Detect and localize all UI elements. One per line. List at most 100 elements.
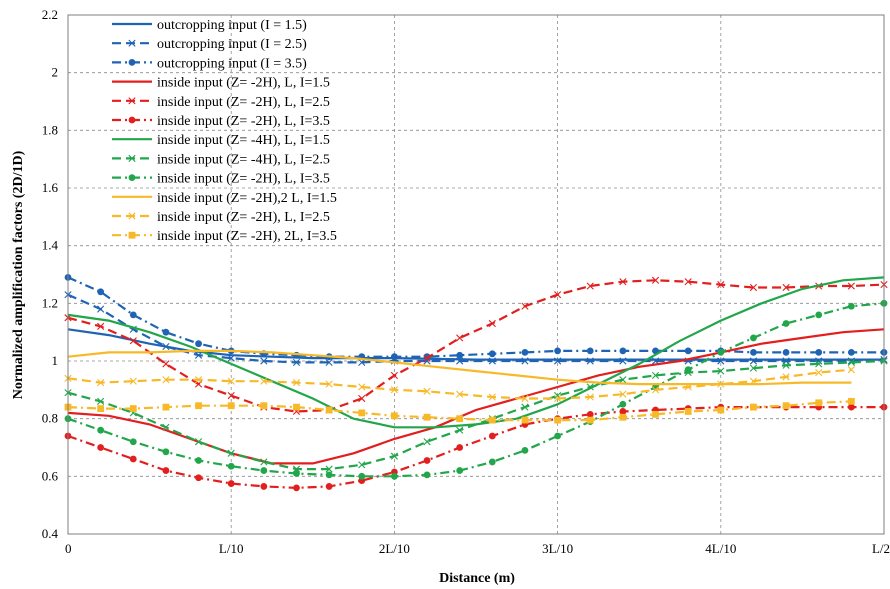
x-tick-label: L/10 [219, 541, 244, 556]
series-9 [64, 299, 888, 480]
y-tick-label: 1.6 [42, 180, 59, 195]
data-point [717, 357, 725, 365]
data-point [260, 467, 268, 474]
legend-item: outcropping input (I = 3.5) [112, 56, 307, 71]
data-point [717, 406, 725, 414]
data-point [847, 282, 855, 290]
data-point [619, 390, 627, 398]
data-point [651, 386, 660, 394]
legend-marker [128, 97, 136, 105]
plot-area-frame [67, 14, 885, 535]
data-point [651, 276, 660, 284]
data-point [782, 283, 790, 292]
data-point [227, 462, 235, 470]
data-point [97, 305, 105, 313]
data-point [554, 291, 562, 299]
data-point [847, 358, 855, 367]
data-point [129, 377, 137, 385]
data-point [521, 302, 529, 310]
data-point [847, 302, 855, 310]
data-point [488, 432, 496, 440]
legend-label: outcropping input (I = 2.5) [157, 37, 307, 52]
data-point [750, 334, 757, 342]
y-tick-label: 1.2 [42, 295, 58, 310]
data-point [358, 358, 366, 367]
data-point [162, 467, 170, 474]
series-line [67, 406, 884, 489]
data-point [358, 394, 366, 403]
data-point [358, 409, 366, 417]
y-tick-label: 1.8 [42, 122, 58, 137]
legend-marker [128, 231, 136, 239]
data-point [554, 394, 562, 403]
data-point [129, 311, 137, 319]
data-point [488, 350, 496, 358]
legend-label: inside input (Z= -2H), L, I=3.5 [157, 172, 330, 187]
data-point [390, 371, 398, 380]
data-point [194, 376, 203, 384]
data-point [815, 360, 823, 368]
series-12 [64, 397, 855, 424]
y-axis-title: Normalized amplification factors (2D/1D) [11, 150, 26, 399]
y-tick-label: 2 [52, 65, 59, 80]
data-point [162, 423, 170, 431]
legend-label: outcropping input (I = 3.5) [157, 56, 307, 71]
data-point [619, 357, 627, 365]
legend-item: inside input (Z= -2H), 2L, I=3.5 [112, 229, 337, 244]
y-tick-label: 1 [52, 353, 59, 368]
data-point [260, 458, 268, 466]
data-point [619, 278, 627, 286]
data-point [717, 367, 725, 375]
legend: outcropping input (I = 1.5) outcropping i… [112, 18, 337, 244]
data-point [717, 380, 725, 388]
y-tick-label: 2.2 [42, 7, 58, 22]
data-point [521, 446, 529, 454]
data-point [97, 322, 105, 330]
data-point [195, 340, 202, 348]
data-point [456, 357, 464, 365]
data-point [390, 452, 398, 460]
data-point [521, 403, 529, 411]
data-point [129, 337, 137, 345]
data-point [684, 366, 692, 374]
legend-item: outcropping input (I = 2.5) [112, 37, 307, 52]
data-point [782, 361, 790, 369]
data-point [488, 416, 496, 424]
data-point [782, 348, 790, 356]
x-axis-ticks: 0 L/10 2L/10 3L/10 4L/10 L/2 [65, 541, 890, 556]
data-point [815, 348, 823, 356]
data-point [97, 405, 105, 412]
data-point [227, 402, 235, 410]
data-point [195, 402, 202, 410]
y-tick-label: 1.4 [42, 238, 59, 253]
data-point [488, 458, 496, 466]
data-point [423, 438, 431, 446]
data-point [488, 393, 496, 401]
data-point [652, 410, 659, 418]
data-point [456, 351, 464, 359]
x-axis-title: Distance (m) [439, 571, 515, 586]
data-point [521, 348, 529, 356]
data-point [619, 376, 627, 384]
data-point [684, 278, 692, 286]
data-point [619, 400, 627, 408]
data-point [456, 467, 464, 474]
data-point [488, 357, 496, 365]
y-tick-label: 0.4 [42, 526, 59, 541]
data-point [847, 397, 855, 405]
data-point [227, 354, 235, 362]
data-point [162, 328, 170, 336]
data-point [782, 402, 790, 410]
data-point [586, 416, 594, 424]
data-point [488, 319, 496, 328]
data-point [521, 394, 529, 403]
data-point [749, 357, 758, 365]
x-tick-label: L/2 [872, 541, 890, 556]
data-point [423, 471, 431, 479]
data-point [586, 282, 594, 290]
data-point [260, 483, 268, 490]
legend-label: inside input (Z= -4H), L, I=1.5 [157, 133, 330, 148]
data-point [456, 390, 464, 398]
x-tick-label: 0 [65, 541, 72, 556]
